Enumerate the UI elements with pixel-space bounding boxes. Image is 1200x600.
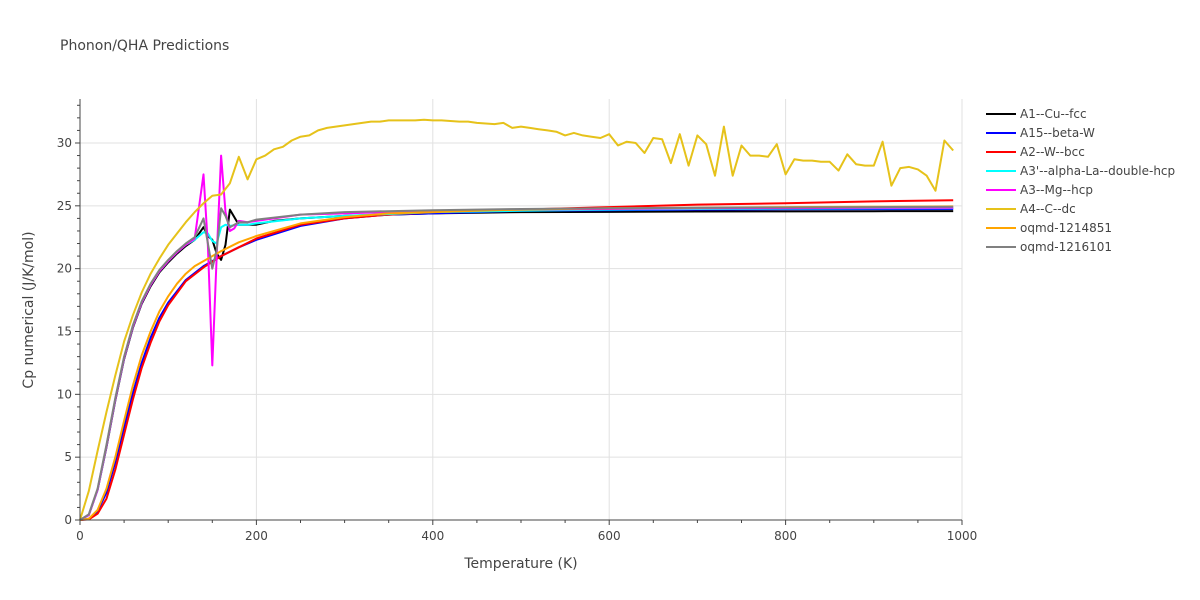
legend-label: oqmd-1216101 [1020,240,1112,254]
legend-label: A4--C--dc [1020,202,1076,216]
legend-label: A2--W--bcc [1020,145,1085,159]
chart-title: Phonon/QHA Predictions [60,38,229,54]
legend-item[interactable]: A2--W--bcc [986,145,1085,159]
x-tick-label: 200 [245,529,268,543]
y-axis-title: Cp numerical (J/K/mol) [21,231,37,388]
series-line-a3-alpha-la-double-hcp [79,207,954,521]
series-line-a4-c-dc [79,118,954,521]
legend-item[interactable]: A15--beta-W [986,126,1095,140]
y-tick-label: 25 [57,199,72,213]
y-tick-label: 5 [64,450,72,464]
y-tick-label: 10 [57,387,72,401]
series-line-oqmd-1216101 [79,205,954,521]
legend-item[interactable]: A4--C--dc [986,202,1076,216]
y-tick-label: 0 [64,513,72,527]
x-tick-label: 600 [598,529,621,543]
legend-item[interactable]: A3--Mg--hcp [986,183,1093,197]
x-axis-title: Temperature (K) [463,556,577,572]
legend-label: A1--Cu--fcc [1020,107,1087,121]
y-tick-label: 30 [57,136,72,150]
y-tick-label: 20 [57,262,72,276]
x-tick-label: 800 [774,529,797,543]
x-tick-label: 1000 [947,529,978,543]
legend-label: A3--Mg--hcp [1020,183,1093,197]
x-tick-label: 400 [421,529,444,543]
series-line-oqmd-1214851 [79,205,954,521]
legend-label: A15--beta-W [1020,126,1095,140]
legend-item[interactable]: oqmd-1214851 [986,221,1112,235]
grid [80,99,963,520]
legend-label: oqmd-1214851 [1020,221,1112,235]
series-line-a2-w-bcc [79,199,954,521]
plot-area [79,118,954,521]
legend[interactable]: A1--Cu--fcc A15--beta-W A2--W--bcc A3'--alp… [986,107,1175,254]
y-tick-label: 15 [57,324,72,338]
axes: 0 200 400 600 800 1000 0 5 10 15 20 25 30 [57,99,978,543]
legend-item[interactable]: A1--Cu--fcc [986,107,1087,121]
x-tick-label: 0 [76,529,84,543]
legend-item[interactable]: A3'--alpha-La--double-hcp [986,164,1175,178]
legend-item[interactable]: oqmd-1216101 [986,240,1112,254]
legend-label: A3'--alpha-La--double-hcp [1020,164,1175,178]
